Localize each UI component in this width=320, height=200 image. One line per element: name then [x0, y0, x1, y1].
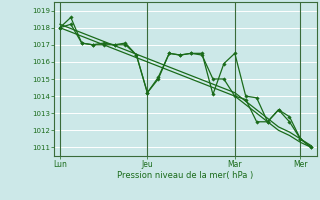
X-axis label: Pression niveau de la mer( hPa ): Pression niveau de la mer( hPa ) [117, 171, 254, 180]
